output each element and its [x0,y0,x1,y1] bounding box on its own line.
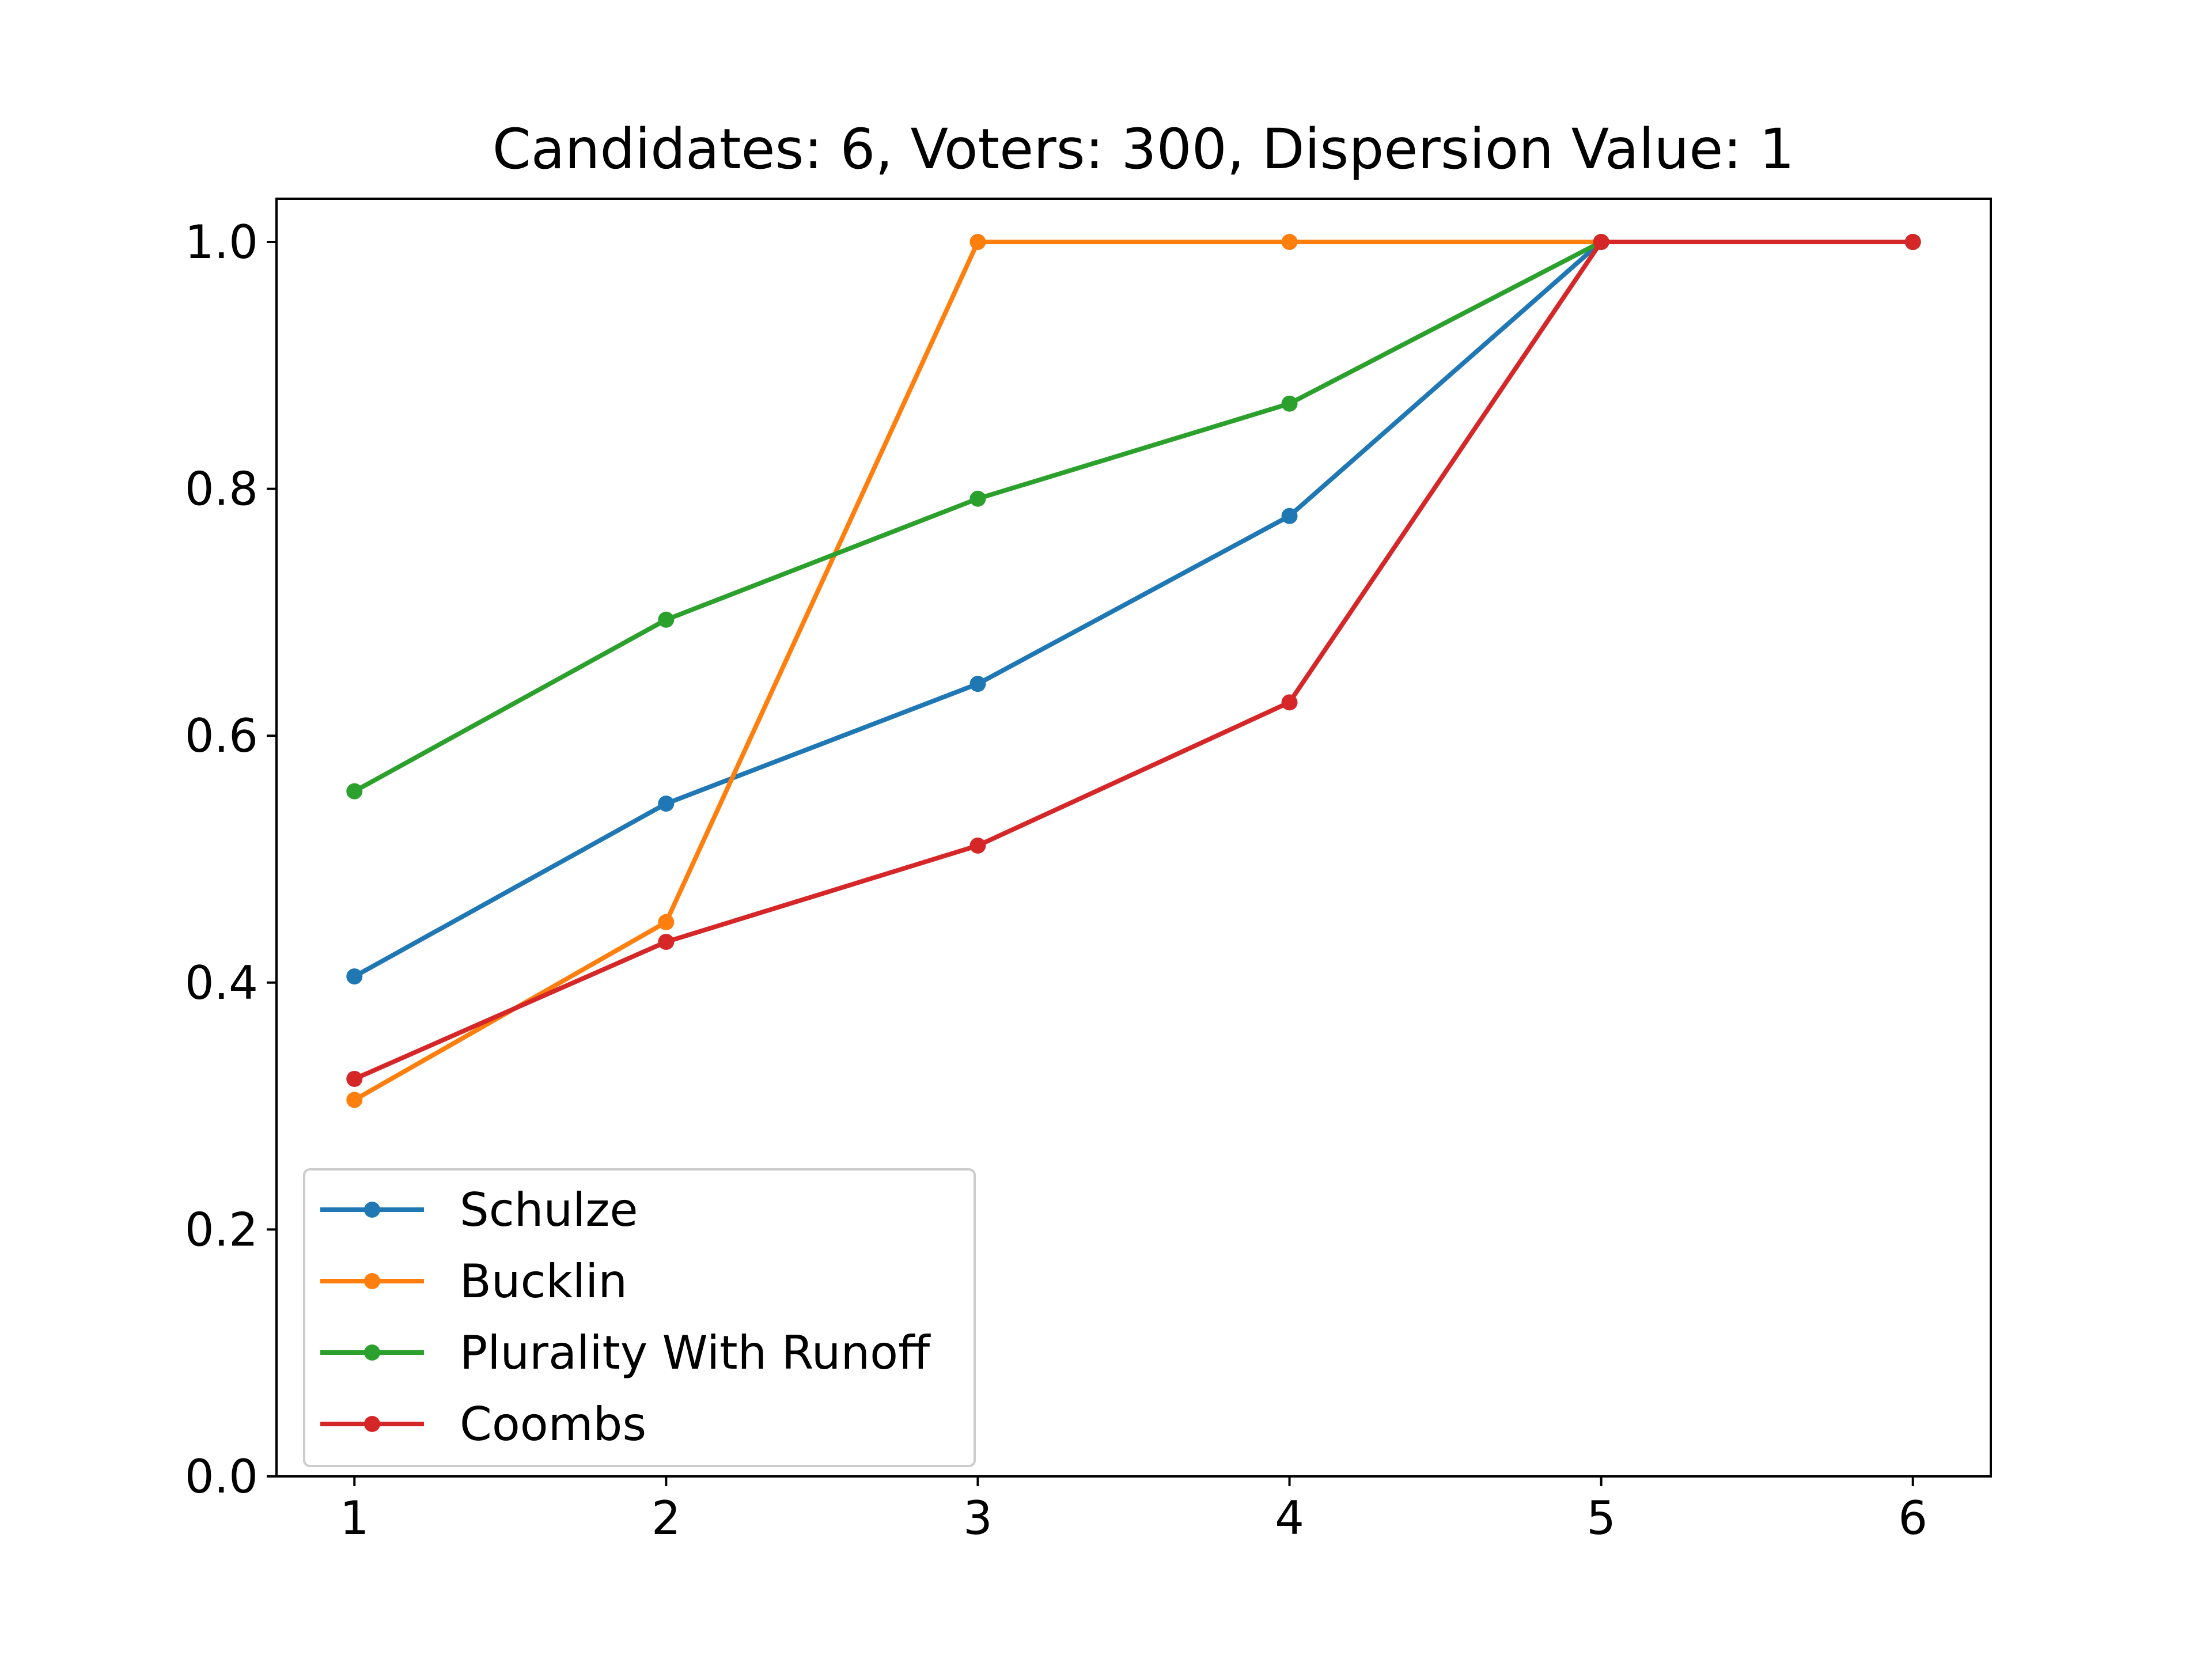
y-tick-label: 0.2 [185,1203,258,1256]
chart-title: Candidates: 6, Voters: 300, Dispersion V… [493,117,1794,181]
y-axis: 0.0 0.2 0.4 0.6 0.8 1.0 [185,215,276,1503]
x-tick-label: 1 [340,1491,369,1545]
plot-frame [275,198,1992,1478]
y-tick-label: 0.0 [185,1450,258,1503]
y-tick-label: 0.6 [185,709,258,763]
data-point [658,914,675,930]
legend-label: Plurality With Runoff [460,1326,931,1380]
legend-item: Coombs [320,1397,646,1451]
data-point [346,1070,363,1087]
x-tick-label: 6 [1898,1491,1927,1545]
series-coombs [346,234,1921,1087]
legend-label: Schulze [460,1183,638,1237]
legend-label: Coombs [460,1397,646,1451]
series-line [351,240,1915,1082]
data-point [1281,395,1298,412]
x-tick-label: 4 [1275,1491,1304,1545]
legend-swatch-marker [364,1344,380,1361]
data-point [346,1092,363,1108]
legend-swatch-marker [364,1202,380,1218]
x-axis: 1 2 3 4 5 6 [340,1476,1927,1545]
x-tick-label: 2 [652,1491,681,1545]
data-point [658,934,675,950]
legend-item: Plurality With Runoff [320,1326,931,1380]
y-tick-label: 0.4 [185,956,258,1010]
data-point [969,837,986,854]
data-point [969,234,986,251]
legend-item: Bucklin [320,1255,627,1308]
data-point [1281,234,1298,251]
data-point [658,796,675,812]
legend-swatch-marker [364,1416,380,1432]
data-point [1593,234,1609,251]
data-point [346,968,363,985]
legend-label: Bucklin [460,1255,627,1308]
legend-item: Schulze [320,1183,638,1237]
data-point [1281,694,1298,711]
x-tick-label: 5 [1586,1491,1616,1545]
legend: Schulze Bucklin Plurality With Runoff Coomb… [303,1168,976,1467]
series-layer [346,234,1921,1108]
data-point [346,783,363,800]
data-point [1281,507,1298,524]
data-point [1904,234,1921,251]
y-tick-label: 1.0 [185,215,258,269]
data-point [969,676,986,692]
y-tick-label: 0.8 [185,463,258,516]
data-point [969,490,986,507]
data-point [658,611,675,628]
legend-swatch-marker [364,1273,380,1289]
legend-box [303,1168,976,1467]
x-tick-label: 3 [963,1491,993,1545]
